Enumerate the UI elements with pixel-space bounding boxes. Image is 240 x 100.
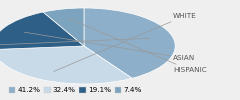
- Wedge shape: [0, 46, 132, 84]
- Legend: 41.2%, 32.4%, 19.1%, 7.4%: 41.2%, 32.4%, 19.1%, 7.4%: [6, 84, 145, 96]
- Text: ASIAN: ASIAN: [24, 32, 195, 61]
- Text: HISPANIC: HISPANIC: [68, 18, 207, 73]
- Wedge shape: [84, 8, 175, 78]
- Wedge shape: [0, 12, 84, 50]
- Text: WHITE: WHITE: [54, 13, 197, 72]
- Text: BLACK: BLACK: [0, 38, 150, 49]
- Wedge shape: [43, 8, 84, 46]
